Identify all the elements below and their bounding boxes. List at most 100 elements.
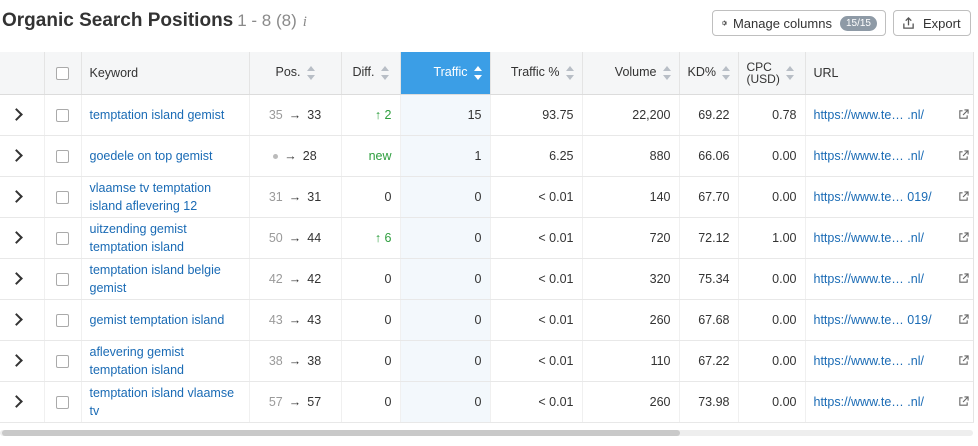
- keyword-cell: aflevering gemist temptation island: [81, 340, 250, 382]
- column-url-label: URL: [813, 65, 839, 80]
- expand-cell[interactable]: [0, 381, 45, 423]
- row-checkbox[interactable]: [56, 149, 69, 163]
- traffic-cell: 0: [400, 340, 491, 382]
- position-cell: 35 → 33: [249, 94, 342, 136]
- position-cell: 42 → 42: [249, 258, 342, 300]
- sort-icon[interactable]: [721, 66, 730, 81]
- sort-icon[interactable]: [662, 66, 671, 81]
- external-link-icon[interactable]: [958, 108, 969, 120]
- arrow-right-icon: →: [288, 107, 302, 122]
- column-traffic-pct-label: Traffic %: [510, 65, 560, 80]
- column-traffic[interactable]: Traffic: [400, 52, 491, 95]
- manage-columns-button[interactable]: Manage columns 15/15: [712, 10, 886, 36]
- traffic-pct-cell: < 0.01: [490, 217, 583, 259]
- url-link[interactable]: https://www.te… .nl/: [813, 353, 924, 368]
- new-position-dot: [273, 153, 279, 159]
- column-kd[interactable]: KD%: [679, 52, 739, 95]
- sort-icon[interactable]: [473, 66, 482, 81]
- chevron-right-icon[interactable]: [10, 148, 23, 162]
- url-link[interactable]: https://www.te… 019/: [813, 312, 932, 327]
- external-link-icon[interactable]: [958, 231, 969, 243]
- sort-icon[interactable]: [565, 66, 574, 81]
- external-link-icon[interactable]: [958, 149, 969, 161]
- url-cell: https://www.te… 019/: [805, 176, 974, 218]
- chevron-right-icon[interactable]: [10, 312, 23, 326]
- arrow-right-icon: →: [288, 394, 302, 409]
- current-position: 31: [307, 189, 322, 204]
- url-link[interactable]: https://www.te… 019/: [813, 189, 932, 204]
- expand-cell[interactable]: [0, 340, 45, 382]
- table-header-row: Keyword Pos. Diff. Traffic Traffic % Vol…: [0, 52, 974, 95]
- keyword-link[interactable]: gemist temptation island: [89, 312, 225, 327]
- expand-cell[interactable]: [0, 176, 45, 218]
- volume-cell: 22,200: [582, 94, 680, 136]
- current-position: 57: [307, 394, 322, 409]
- row-checkbox[interactable]: [56, 395, 69, 409]
- volume-cell: 260: [582, 381, 680, 423]
- row-checkbox[interactable]: [56, 231, 69, 245]
- export-button[interactable]: Export: [893, 10, 971, 36]
- current-position: 28: [302, 148, 317, 163]
- chevron-right-icon[interactable]: [10, 394, 23, 408]
- chevron-right-icon[interactable]: [10, 271, 23, 285]
- column-pos[interactable]: Pos.: [249, 52, 342, 95]
- expand-cell[interactable]: [0, 135, 45, 177]
- cpc-cell: 0.00: [738, 340, 806, 382]
- column-cpc[interactable]: CPC (USD): [738, 52, 806, 95]
- column-keyword[interactable]: Keyword: [81, 52, 250, 95]
- external-link-icon[interactable]: [958, 395, 969, 407]
- keyword-link[interactable]: aflevering gemist temptation island: [89, 344, 185, 377]
- column-diff[interactable]: Diff.: [341, 52, 401, 95]
- column-traffic-label: Traffic: [433, 65, 468, 80]
- external-link-icon[interactable]: [958, 354, 969, 366]
- info-icon[interactable]: i: [302, 14, 307, 30]
- keyword-link[interactable]: uitzending gemist temptation island: [89, 221, 187, 254]
- keyword-link[interactable]: temptation island vlaamse tv: [89, 385, 235, 418]
- keyword-link[interactable]: temptation island gemist: [89, 107, 225, 122]
- previous-position: 42: [268, 271, 283, 286]
- external-link-icon[interactable]: [958, 272, 969, 284]
- row-checkbox[interactable]: [56, 313, 69, 327]
- previous-position: 57: [268, 394, 283, 409]
- expand-cell[interactable]: [0, 258, 45, 300]
- table-row: temptation island belgie gemist 42 → 42 0 0 < …: [0, 258, 974, 300]
- expand-cell[interactable]: [0, 217, 45, 259]
- keyword-cell: vlaamse tv temptation island aflevering …: [81, 176, 250, 218]
- row-checkbox[interactable]: [56, 272, 69, 286]
- traffic-pct-cell: 6.25: [490, 135, 583, 177]
- traffic-pct-cell: < 0.01: [490, 176, 583, 218]
- traffic-pct-cell: < 0.01: [490, 381, 583, 423]
- page-header: Organic Search Positions 1 - 8 (8) i Manag…: [0, 0, 978, 46]
- chevron-right-icon[interactable]: [10, 230, 23, 244]
- url-link[interactable]: https://www.te… .nl/: [813, 148, 924, 163]
- url-link[interactable]: https://www.te… .nl/: [813, 230, 924, 245]
- expand-cell[interactable]: [0, 299, 45, 341]
- row-checkbox[interactable]: [56, 354, 69, 368]
- horizontal-scrollbar-thumb[interactable]: [2, 430, 680, 436]
- url-cell: https://www.te… .nl/: [805, 340, 974, 382]
- chevron-right-icon[interactable]: [10, 353, 23, 367]
- external-link-icon[interactable]: [958, 313, 969, 325]
- keyword-link[interactable]: vlaamse tv temptation island aflevering …: [89, 180, 212, 213]
- url-link[interactable]: https://www.te… .nl/: [813, 271, 924, 286]
- chevron-right-icon[interactable]: [10, 107, 23, 121]
- chevron-right-icon[interactable]: [10, 189, 23, 203]
- url-link[interactable]: https://www.te… .nl/: [813, 394, 924, 409]
- keyword-cell: temptation island gemist: [81, 94, 250, 136]
- sort-icon[interactable]: [380, 66, 389, 81]
- cpc-cell: 0.00: [738, 258, 806, 300]
- column-volume[interactable]: Volume: [582, 52, 680, 95]
- sort-icon[interactable]: [785, 65, 794, 80]
- url-link[interactable]: https://www.te… .nl/: [813, 107, 924, 122]
- sort-icon[interactable]: [306, 66, 315, 81]
- row-checkbox[interactable]: [56, 108, 69, 122]
- row-checkbox-cell: [44, 94, 82, 136]
- external-link-icon[interactable]: [958, 190, 969, 202]
- keyword-link[interactable]: temptation island belgie gemist: [89, 262, 221, 295]
- export-icon: [903, 16, 914, 29]
- column-traffic-pct[interactable]: Traffic %: [490, 52, 583, 95]
- row-checkbox[interactable]: [56, 190, 69, 204]
- keyword-link[interactable]: goedele on top gemist: [89, 148, 213, 163]
- select-all-checkbox[interactable]: [56, 66, 69, 80]
- expand-cell[interactable]: [0, 94, 45, 136]
